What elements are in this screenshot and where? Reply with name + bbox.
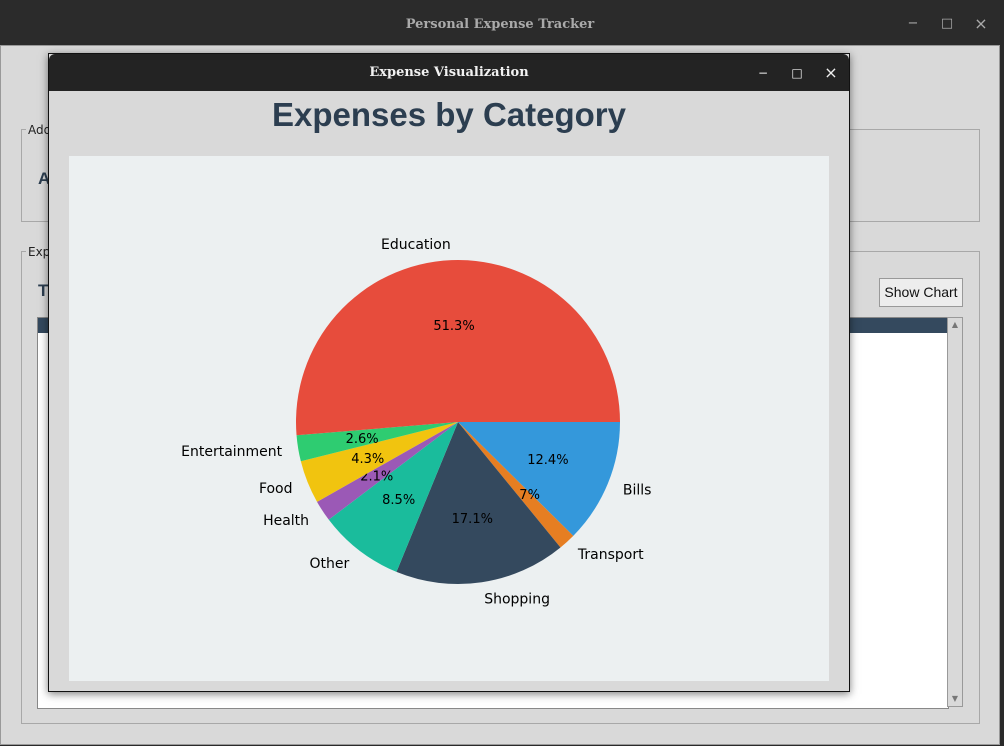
chart-heading: Expenses by Category	[272, 96, 626, 133]
main-titlebar: Personal Expense Tracker − □ ×	[0, 0, 1000, 45]
pie-category-label: Other	[309, 556, 349, 572]
scroll-down-icon[interactable]: ▼	[951, 694, 959, 703]
pie-category-label: Bills	[623, 483, 652, 499]
show-chart-button[interactable]: Show Chart	[879, 278, 963, 307]
pie-percent-label: 4.3%	[351, 452, 384, 467]
pie-category-label: Education	[381, 237, 451, 253]
pie-percent-label: 17.1%	[452, 512, 493, 527]
pie-slice-transport	[458, 422, 574, 548]
popup-title: Expense Visualization	[369, 65, 529, 80]
pie-category-label: Shopping	[484, 591, 550, 607]
expenses-heading: T	[38, 281, 49, 300]
pie-category-label: Food	[259, 481, 293, 497]
popup-titlebar: Expense Visualization − □ ×	[49, 54, 849, 91]
pie-slice-education	[296, 260, 620, 436]
popup-minimize-icon[interactable]: −	[757, 66, 769, 80]
expenses-scrollbar[interactable]: ▲ ▼	[947, 317, 963, 707]
pie-slice-bills	[458, 422, 620, 536]
minimize-icon[interactable]: −	[907, 16, 919, 31]
pie-category-label: Health	[263, 513, 309, 529]
add-expense-heading: A	[38, 169, 51, 188]
pie-slice-health	[317, 422, 458, 520]
add-expense-frame-legend: Add	[26, 123, 54, 137]
pie-slice-food	[300, 422, 458, 502]
pie-category-label: Entertainment	[181, 444, 283, 460]
pie-chart: 12.4%Bills1.7%Transport17.1%Shopping8.5%…	[181, 237, 652, 607]
popup-maximize-icon[interactable]: □	[791, 66, 803, 80]
pie-slice-entertainment	[296, 422, 458, 462]
popup-close-icon[interactable]: ×	[824, 63, 838, 82]
expenses-frame-legend: Exp	[26, 245, 53, 259]
expense-visualization-window: Expense Visualization − □ × Expenses by …	[48, 53, 850, 692]
pie-slice-shopping	[396, 422, 561, 584]
pie-percent-label: 51.3%	[433, 319, 474, 334]
pie-percent-label: 2.6%	[346, 432, 379, 447]
maximize-icon[interactable]: □	[940, 16, 954, 31]
pie-percent-label: 8.5%	[382, 493, 415, 508]
chart-area: 12.4% Bills 1.7% Transport 17.1% Shopping 8.5%…	[69, 156, 829, 681]
pie-percent-label: 2.1%	[360, 469, 393, 484]
pie-slice-other	[328, 422, 458, 572]
pie-percent-label: 12.4%	[527, 453, 568, 468]
scroll-up-icon[interactable]: ▲	[951, 320, 959, 329]
close-icon[interactable]: ×	[974, 14, 988, 33]
pie-category-label: Transport	[577, 547, 644, 563]
main-window-title: Personal Expense Tracker	[405, 17, 595, 32]
